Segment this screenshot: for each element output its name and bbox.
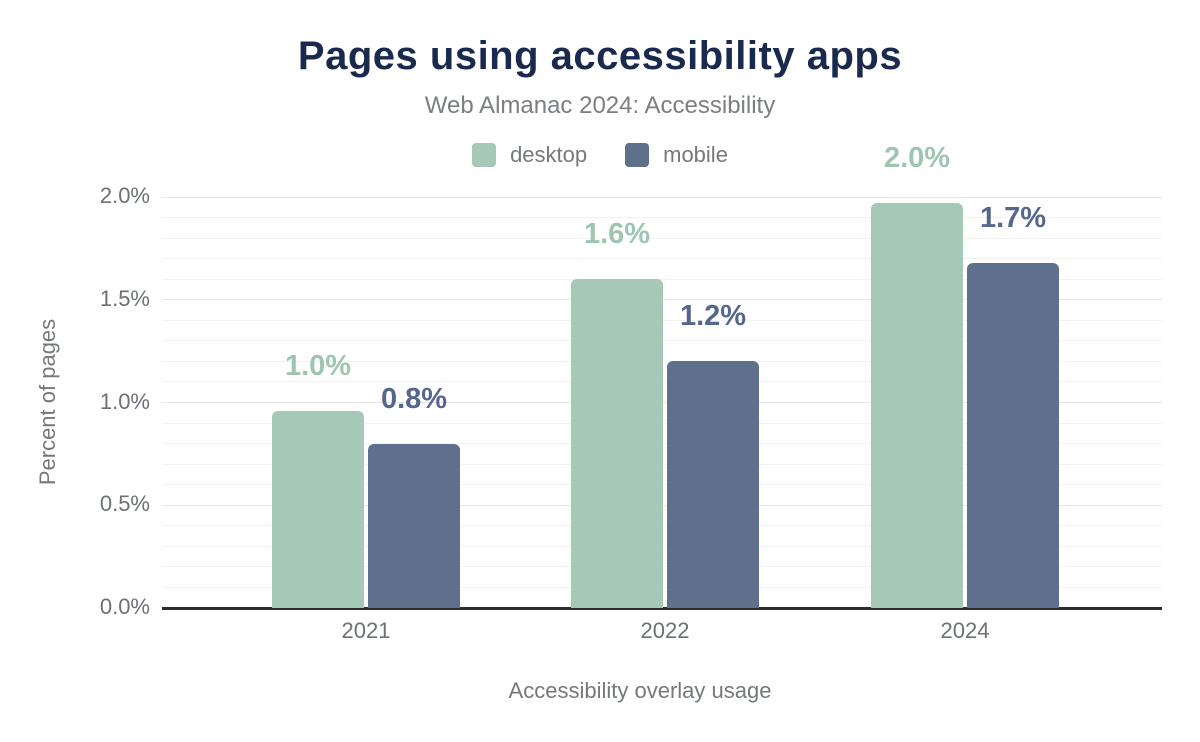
legend-label: mobile — [663, 142, 728, 167]
legend-label: desktop — [510, 142, 588, 167]
y-tick-label: 1.0% — [99, 388, 150, 414]
y-tick-label: 0.5% — [99, 491, 150, 517]
chart-subtitle: Web Almanac 2024: Accessibility — [424, 92, 776, 119]
y-tick-label: 1.5% — [99, 285, 150, 311]
bar-desktop-2022 — [571, 279, 663, 608]
x-tick-label-2022: 2022 — [640, 618, 690, 643]
plot-area: 1.0% 0.8% 1.6% 1.2% 2.0% 1.7% — [162, 144, 1162, 610]
y-tick-label: 2.0% — [99, 183, 150, 208]
bar-mobile-2024 — [967, 262, 1059, 608]
bar-value-label-desktop-2021: 1.0% — [284, 349, 352, 382]
bar-value-label-mobile-2021: 0.8% — [380, 382, 448, 415]
minor-gridline — [162, 258, 1162, 260]
legend-swatch-desktop — [472, 143, 497, 167]
minor-gridline — [162, 237, 1162, 239]
x-axis-title: Accessibility overlay usage — [508, 678, 772, 703]
chart-title: Pages using accessibility apps — [297, 34, 903, 78]
bar-mobile-2021 — [368, 443, 460, 608]
y-axis: 0.0% 0.5% 1.0% 1.5% 2.0% — [0, 185, 150, 618]
bar-desktop-2021 — [272, 410, 364, 608]
x-tick-label-2021: 2021 — [341, 618, 391, 643]
bar-value-label-desktop-2024: 2.0% — [883, 142, 951, 175]
minor-gridline — [162, 278, 1162, 280]
major-gridline — [162, 196, 1162, 198]
legend-swatch-mobile — [625, 143, 650, 167]
bar-desktop-2024 — [871, 203, 963, 608]
legend-item-mobile: mobile — [625, 142, 728, 168]
bar-value-label-mobile-2022: 1.2% — [679, 300, 747, 333]
legend: desktop mobile — [0, 142, 1200, 168]
legend-item-desktop: desktop — [472, 142, 587, 168]
y-tick-label: 0.0% — [99, 594, 150, 619]
x-axis: 2021 2022 2024 — [162, 620, 1162, 650]
bar-value-label-desktop-2022: 1.6% — [583, 218, 651, 251]
bar-value-label-mobile-2024: 1.7% — [979, 201, 1047, 234]
bar-mobile-2022 — [667, 361, 759, 608]
x-tick-label-2024: 2024 — [940, 618, 990, 643]
x-axis-line — [162, 607, 1162, 610]
minor-gridline — [162, 217, 1162, 219]
